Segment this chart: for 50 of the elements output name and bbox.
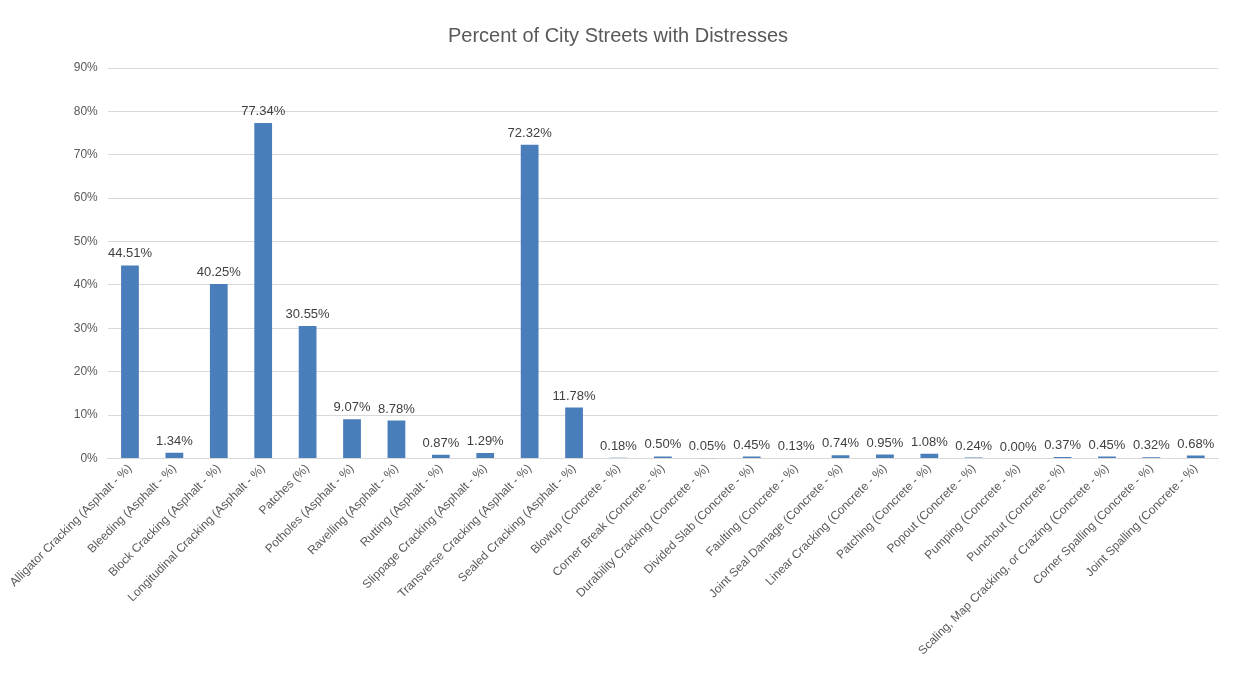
data-label: 0.68% (1177, 435, 1215, 451)
data-label: 8.78% (377, 400, 416, 416)
bar (831, 455, 850, 459)
y-tick-label: 70% (73, 147, 99, 162)
bar (165, 452, 184, 459)
data-label: 40.25% (196, 263, 242, 279)
data-label: 0.74% (822, 435, 860, 451)
bar (431, 454, 450, 459)
bar (254, 122, 273, 459)
y-tick-label: 50% (73, 233, 99, 248)
data-label: 0.24% (955, 437, 993, 453)
bar (520, 144, 539, 459)
chart-title: Percent of City Streets with Distresses (447, 23, 789, 46)
data-label: 0.87% (422, 434, 460, 450)
data-label: 11.78% (552, 387, 597, 403)
data-label: 0.37% (1044, 437, 1082, 453)
data-label: 0.32% (1132, 437, 1171, 453)
y-tick-label: 30% (73, 320, 99, 335)
y-tick-label: 40% (73, 277, 99, 292)
data-label: 1.34% (155, 432, 194, 448)
bar (476, 452, 495, 459)
y-tick-label: 0% (80, 450, 99, 465)
bar (209, 283, 228, 459)
bar (565, 407, 583, 459)
y-tick-label: 90% (73, 60, 99, 75)
data-label: 0.18% (600, 437, 638, 453)
data-label: 72.32% (507, 124, 553, 140)
y-tick-label: 20% (73, 364, 99, 379)
data-label: 44.51% (107, 245, 153, 261)
bar (920, 453, 939, 459)
bar (876, 454, 894, 459)
data-label: 30.55% (285, 306, 331, 322)
data-label: 1.08% (910, 433, 949, 449)
data-label: 0.50% (644, 436, 682, 452)
y-tick-label: 10% (73, 407, 99, 422)
data-label: 0.95% (866, 434, 904, 450)
data-label: 0.13% (777, 438, 815, 454)
bar (387, 420, 406, 459)
y-tick-label: 80% (73, 103, 99, 118)
data-label: 0.00% (999, 438, 1038, 454)
data-label: 1.29% (466, 433, 505, 449)
data-label: 0.45% (733, 436, 771, 452)
data-label: 77.34% (241, 103, 286, 119)
bar (298, 325, 317, 459)
y-tick-label: 60% (73, 190, 99, 205)
data-label: 9.07% (333, 399, 371, 415)
bar (121, 265, 139, 459)
data-label: 0.45% (1088, 436, 1126, 452)
data-label: 0.05% (688, 438, 727, 454)
bar (343, 419, 361, 459)
